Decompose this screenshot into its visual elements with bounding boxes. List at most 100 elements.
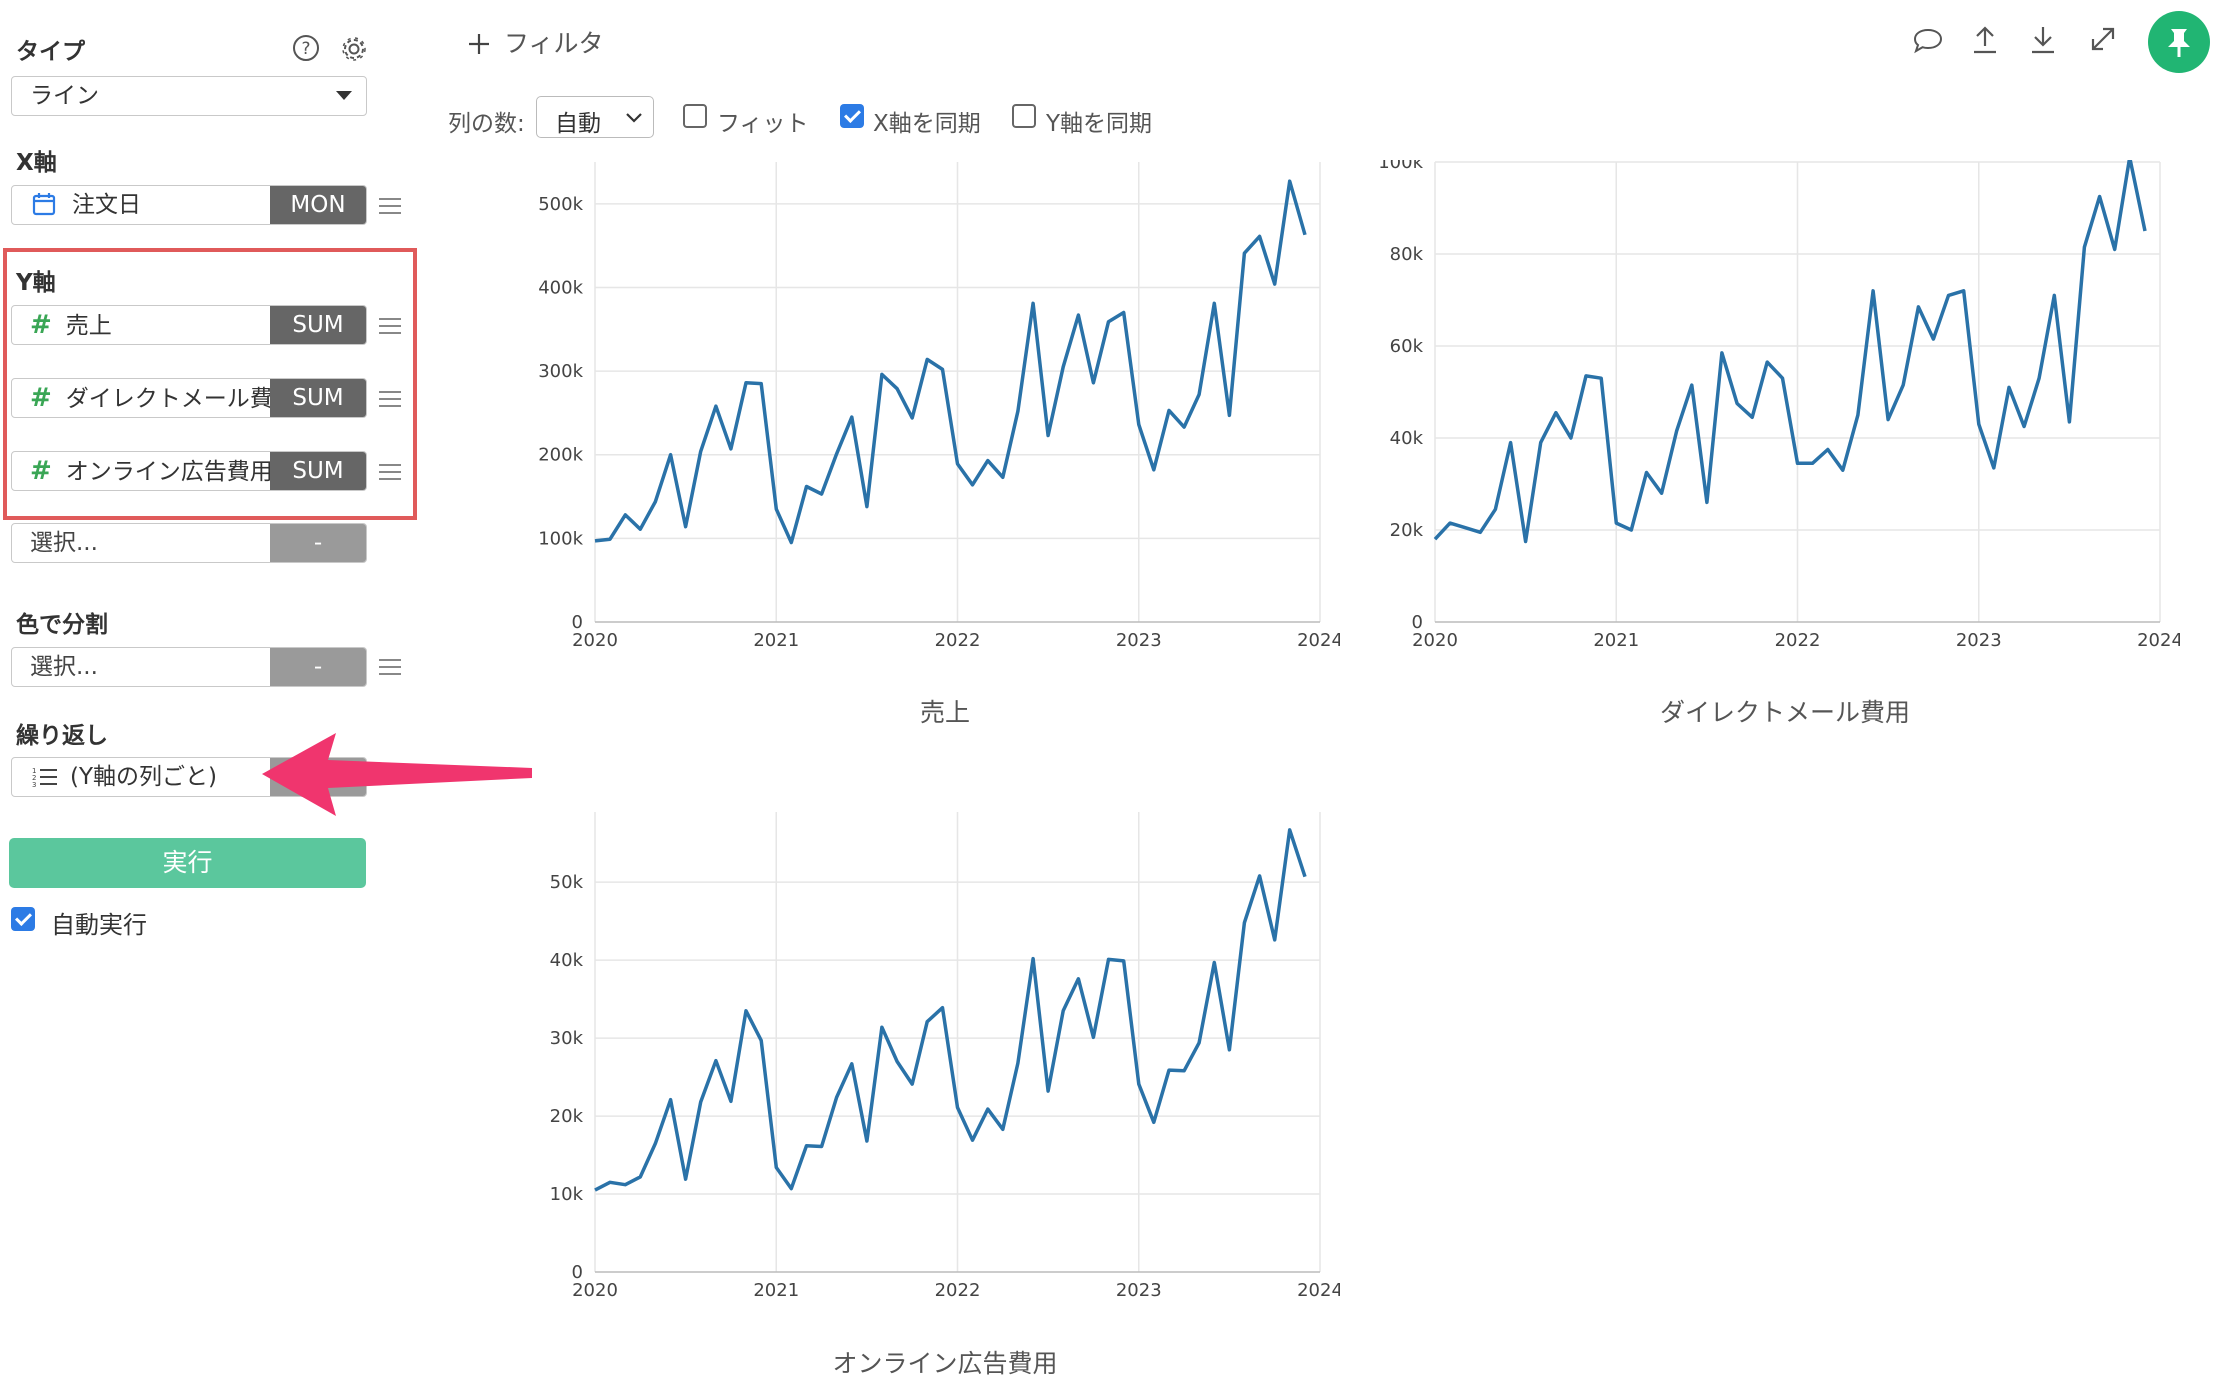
y-field-2-agg-button[interactable]: SUM (270, 379, 366, 417)
y-tick-label: 0 (1412, 612, 1423, 633)
chart-sales-title: 売上 (919, 698, 970, 727)
y-select-agg[interactable]: - (270, 524, 366, 562)
gear-icon[interactable] (339, 34, 369, 64)
svg-text:3: 3 (32, 781, 36, 788)
y-tick-label: 500k (538, 194, 583, 215)
y-tick-label: 100k (1378, 160, 1423, 173)
x-tick-label: 2020 (572, 1280, 618, 1301)
caret-down-icon (336, 91, 352, 100)
chart-type-value: ライン (30, 83, 99, 109)
sync-y-label: Y軸を同期 (1046, 111, 1153, 137)
auto-run-checkbox[interactable] (11, 907, 35, 931)
y-tick-label: 20k (550, 1106, 584, 1127)
x-tick-label: 2024 (2137, 630, 2180, 651)
svg-text:1: 1 (32, 767, 36, 775)
fit-checkbox[interactable] (683, 104, 707, 128)
y-field-3[interactable]: # オンライン広告費用 SUM (11, 451, 367, 491)
y-field-3-content: # オンライン広告費用 (30, 452, 273, 490)
series-line[interactable] (1433, 160, 2147, 544)
x-tick-label: 2024 (1297, 630, 1340, 651)
y-tick-label: 200k (538, 445, 583, 466)
x-tick-label: 2024 (1297, 1280, 1340, 1301)
x-tick-label: 2022 (935, 630, 981, 651)
x-tick-label: 2023 (1116, 1280, 1162, 1301)
y-field-2[interactable]: # ダイレクトメール費用 SUM (11, 378, 367, 418)
annotation-arrow (262, 733, 532, 816)
y-axis-highlight-box (3, 248, 417, 520)
calendar-icon (32, 193, 56, 216)
repeat-label: 繰り返し (16, 723, 108, 749)
columns-value: 自動 (555, 111, 601, 137)
color-split-drag-handle[interactable] (379, 659, 401, 675)
auto-run-label: 自動実行 (51, 911, 147, 939)
svg-text:?: ? (301, 39, 310, 59)
y-tick-label: 0 (572, 612, 583, 633)
x-agg-button[interactable]: MON (270, 186, 366, 224)
y-field-1-agg-button[interactable]: SUM (270, 306, 366, 344)
x-tick-label: 2020 (1412, 630, 1458, 651)
y-field-1[interactable]: # 売上 SUM (11, 305, 367, 345)
y-axis-label: Y軸 (16, 270, 56, 296)
columns-select[interactable]: 自動 (536, 96, 654, 138)
x-tick-label: 2021 (1593, 630, 1639, 651)
x-axis-label: X軸 (16, 150, 57, 176)
add-filter-button[interactable]: フィルタ (468, 24, 604, 60)
comment-icon[interactable] (1912, 26, 1944, 56)
chevron-down-icon (626, 113, 642, 123)
x-field-name: 注文日 (72, 192, 141, 218)
y-field-2-content: # ダイレクトメール費用 (30, 379, 296, 417)
y-tick-label: 0 (572, 1262, 583, 1283)
sync-x-checkbox[interactable] (840, 104, 864, 128)
x-field-content: 注文日 (32, 186, 141, 224)
filter-label: フィルタ (504, 29, 604, 58)
y-field-1-drag-handle[interactable] (379, 318, 401, 334)
y-tick-label: 40k (550, 950, 584, 971)
y-tick-label: 300k (538, 361, 583, 382)
series-line[interactable] (594, 179, 1307, 545)
repeat-value: (Y軸の列ごと) (70, 764, 217, 790)
number-icon: # (30, 456, 52, 486)
pin-button[interactable] (2148, 11, 2210, 73)
y-field-2-drag-handle[interactable] (379, 391, 401, 407)
y-tick-label: 10k (550, 1184, 584, 1205)
x-tick-label: 2023 (1956, 630, 2002, 651)
y-tick-label: 80k (1390, 244, 1424, 265)
y-field-3-name: オンライン広告費用 (65, 459, 273, 485)
y-field-1-content: # 売上 (30, 306, 112, 344)
type-label: タイプ (16, 39, 85, 65)
plus-icon (469, 34, 489, 54)
chart-online-ad-title: オンライン広告費用 (832, 1349, 1058, 1378)
x-axis-field[interactable]: 注文日 MON (11, 185, 367, 225)
pin-icon (2168, 29, 2190, 57)
upload-icon[interactable] (1970, 24, 2000, 56)
x-tick-label: 2022 (1775, 630, 1821, 651)
series-line[interactable] (594, 828, 1307, 1192)
y-field-select[interactable]: 選択... - (11, 523, 367, 563)
color-split-select[interactable]: 選択... - (11, 647, 367, 687)
fit-label: フィット (717, 111, 809, 137)
run-button[interactable]: 実行 (9, 838, 366, 888)
y-tick-label: 50k (550, 872, 584, 893)
y-tick-label: 60k (1390, 336, 1424, 357)
chart-direct-mail-title: ダイレクトメール費用 (1659, 698, 1910, 727)
chart-type-select[interactable]: ライン (11, 76, 367, 116)
color-split-agg[interactable]: - (270, 648, 366, 686)
x-tick-label: 2023 (1116, 630, 1162, 651)
color-split-label: 色で分割 (16, 612, 108, 638)
y-tick-label: 30k (550, 1028, 584, 1049)
chart-sales: 2020 2021 2022 2023 2024 0 100k 200k 300k 400k 500… (538, 162, 1340, 651)
numbered-list-icon: 123 (32, 767, 57, 789)
expand-icon[interactable] (2088, 24, 2118, 54)
sync-y-checkbox[interactable] (1012, 104, 1036, 128)
y-field-3-drag-handle[interactable] (379, 464, 401, 480)
help-icon[interactable]: ? (292, 34, 320, 62)
x-tick-label: 2021 (753, 630, 799, 651)
y-field-3-agg-button[interactable]: SUM (270, 452, 366, 490)
chart-direct-mail: 2020 2021 2022 2023 2024 0 20k 40k 60k 80k 100k (1378, 160, 2180, 651)
x-field-drag-handle[interactable] (379, 198, 401, 214)
columns-label: 列の数: (448, 111, 525, 137)
download-icon[interactable] (2028, 24, 2058, 56)
chart-online-ad: 2020 2021 2022 2023 2024 0 10k 20k 30k 40k 50k (550, 812, 1340, 1301)
y-tick-label: 40k (1390, 428, 1424, 449)
